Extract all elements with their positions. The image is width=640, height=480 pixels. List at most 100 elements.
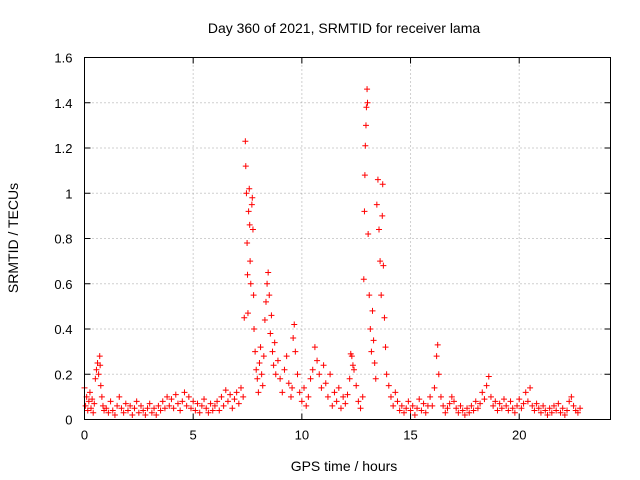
data-point (192, 407, 199, 414)
y-tick-label: 1 (65, 186, 72, 201)
data-point (116, 393, 123, 400)
data-point (214, 398, 221, 405)
data-point (279, 389, 286, 396)
data-point (194, 400, 201, 407)
data-point (357, 405, 364, 412)
data-point (433, 353, 440, 360)
data-point (118, 405, 125, 412)
data-point (164, 393, 171, 400)
y-tick-label: 1.4 (54, 96, 72, 111)
data-point (318, 384, 325, 391)
data-point (248, 201, 255, 208)
data-point (405, 398, 412, 405)
data-point (274, 357, 281, 364)
data-point (374, 176, 381, 183)
data-point (97, 362, 104, 369)
data-point (185, 393, 192, 400)
data-point (385, 382, 392, 389)
x-tick-label: 5 (190, 428, 197, 443)
data-point (466, 409, 473, 416)
data-point (557, 409, 564, 416)
data-point (548, 409, 555, 416)
data-point (264, 280, 271, 287)
data-point (533, 400, 540, 407)
data-point (246, 185, 253, 192)
data-point (85, 398, 92, 405)
data-point (420, 400, 427, 407)
data-point (249, 194, 256, 201)
data-point (461, 411, 468, 418)
data-point (96, 353, 103, 360)
data-point (416, 396, 423, 403)
data-point (435, 371, 442, 378)
data-point (316, 371, 323, 378)
data-point (377, 258, 384, 265)
y-tick-label: 0 (65, 413, 72, 428)
data-point (392, 389, 399, 396)
data-point (107, 398, 114, 405)
x-tick-label: 15 (403, 428, 417, 443)
data-point (270, 362, 277, 369)
data-point (216, 407, 223, 414)
data-point (159, 398, 166, 405)
data-point (570, 402, 577, 409)
data-point (320, 362, 327, 369)
data-point (277, 375, 284, 382)
data-point (170, 405, 177, 412)
data-point (355, 398, 362, 405)
data-point (183, 402, 190, 409)
data-point (86, 389, 93, 396)
data-point (322, 380, 329, 387)
data-point (151, 405, 158, 412)
data-point (314, 357, 321, 364)
x-tick-label: 10 (295, 428, 309, 443)
data-point (241, 314, 248, 321)
data-point (242, 138, 249, 145)
data-point (487, 393, 494, 400)
x-tick-label: 20 (512, 428, 526, 443)
data-point (546, 405, 553, 412)
data-point (537, 409, 544, 416)
data-point (372, 375, 379, 382)
data-point (229, 405, 236, 412)
data-point (267, 330, 274, 337)
data-point (198, 402, 205, 409)
data-point (503, 402, 510, 409)
data-point (494, 407, 501, 414)
data-point (129, 411, 136, 418)
data-point (444, 405, 451, 412)
data-point (407, 407, 414, 414)
data-point (105, 409, 112, 416)
data-point (235, 400, 242, 407)
data-point (140, 407, 147, 414)
data-point (468, 402, 475, 409)
data-point (155, 402, 162, 409)
data-point (457, 402, 464, 409)
data-point (522, 389, 529, 396)
data-point (124, 407, 131, 414)
data-point (434, 341, 441, 348)
data-point (531, 407, 538, 414)
data-point (179, 398, 186, 405)
data-point (507, 398, 514, 405)
data-point (296, 389, 303, 396)
data-point (427, 393, 434, 400)
data-point (251, 326, 258, 332)
data-point (249, 226, 256, 233)
data-point (490, 402, 497, 409)
data-point (396, 407, 403, 414)
data-point (177, 407, 184, 414)
data-point (498, 405, 505, 412)
data-point (464, 405, 471, 412)
data-point (131, 405, 138, 412)
data-point (470, 407, 477, 414)
data-point (414, 405, 421, 412)
data-point (247, 280, 254, 287)
data-point (92, 375, 99, 382)
data-point (265, 269, 272, 276)
data-point (90, 409, 97, 416)
data-point (483, 382, 490, 389)
data-point (411, 411, 418, 418)
data-point (369, 307, 376, 314)
